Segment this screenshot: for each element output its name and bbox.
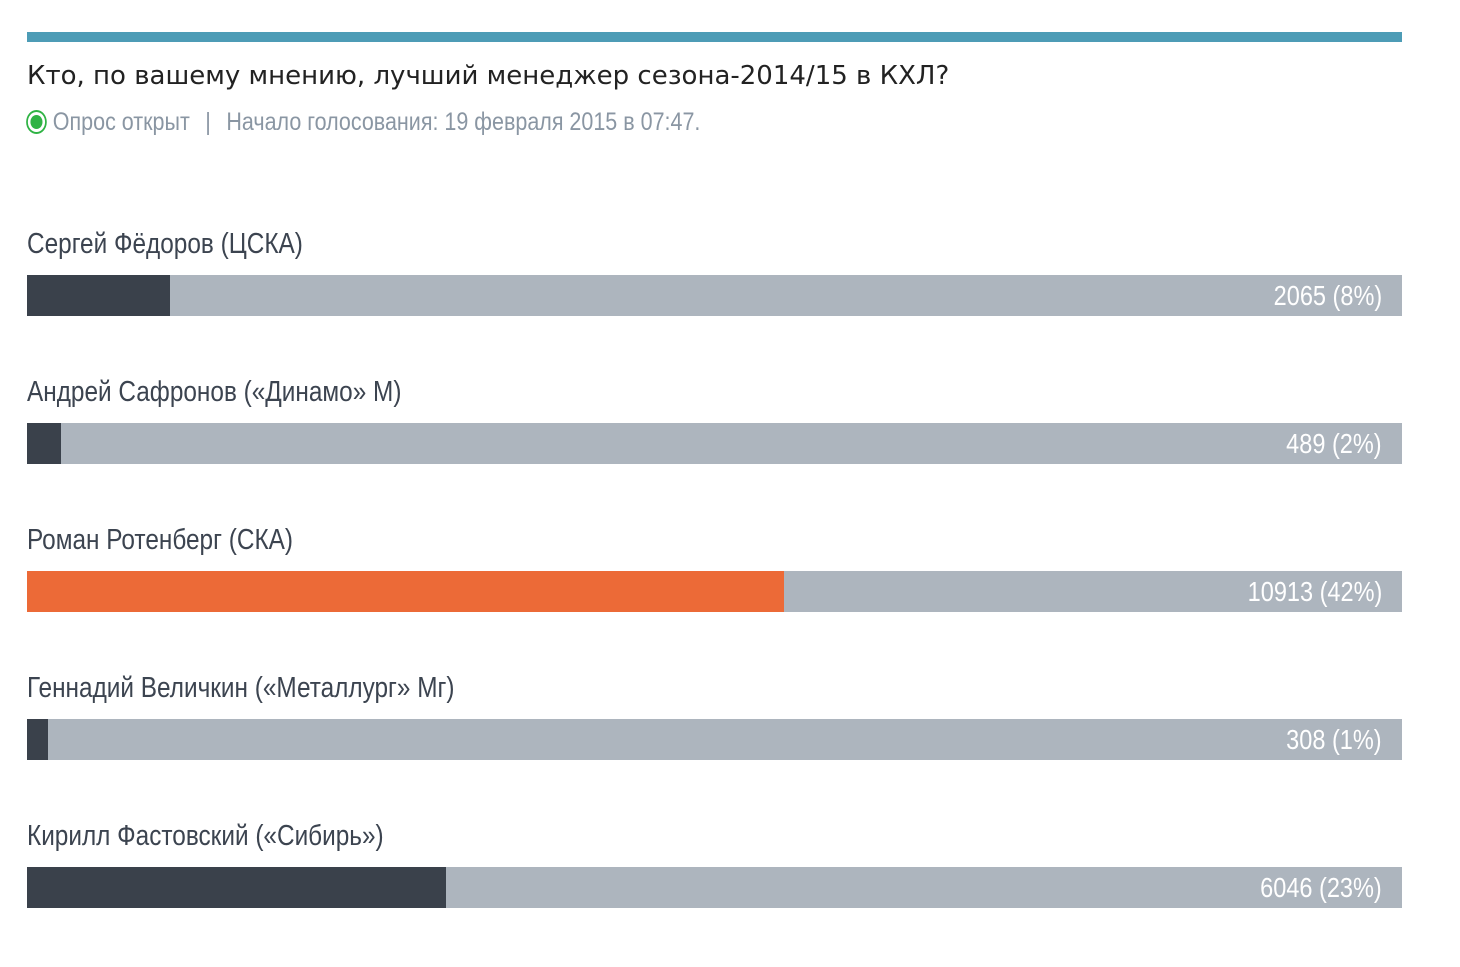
poll-question: Кто, по вашему мнению, лучший менеджер с…	[27, 61, 950, 91]
meta-separator: |	[205, 107, 211, 136]
poll-option[interactable]: Кирилл Фастовский («Сибирь») 6046 (23%)	[27, 819, 1402, 967]
poll-status: Опрос открыт	[52, 107, 190, 136]
result-bar-track: 308 (1%)	[27, 719, 1402, 760]
poll-top-rule	[27, 32, 1402, 42]
option-label: Роман Ротенберг (СКА)	[27, 524, 294, 556]
poll-option[interactable]: Роман Ротенберг (СКА) 10913 (42%)	[27, 523, 1402, 671]
poll-widget: Кто, по вашему мнению, лучший менеджер с…	[27, 32, 1402, 908]
option-label: Кирилл Фастовский («Сибирь»)	[27, 820, 384, 852]
result-bar-track: 10913 (42%)	[27, 571, 1402, 612]
result-bar-fill	[27, 275, 171, 316]
poll-options: Сергей Фёдоров (ЦСКА) 2065 (8%) Андрей С…	[27, 227, 1402, 967]
result-bar-track: 489 (2%)	[27, 423, 1402, 464]
option-label: Андрей Сафронов («Динамо» М)	[27, 376, 402, 408]
option-label: Геннадий Величкин («Металлург» Мг)	[27, 672, 455, 704]
status-open-icon	[30, 115, 43, 129]
result-bar-track: 6046 (23%)	[27, 867, 1402, 908]
poll-option[interactable]: Сергей Фёдоров (ЦСКА) 2065 (8%)	[27, 227, 1402, 375]
option-label: Сергей Фёдоров (ЦСКА)	[27, 228, 303, 260]
result-bar-fill	[27, 719, 49, 760]
poll-meta: Опрос открыт | Начало голосования: 19 фе…	[27, 105, 1210, 139]
poll-option[interactable]: Андрей Сафронов («Динамо» М) 489 (2%)	[27, 375, 1402, 523]
result-bar-fill	[27, 423, 61, 464]
poll-start-date: Начало голосования: 19 февраля 2015 в 07…	[226, 107, 701, 136]
result-value: 2065 (8%)	[1273, 280, 1382, 311]
result-bar-fill	[27, 571, 785, 612]
result-bar-fill	[27, 867, 447, 908]
result-value: 10913 (42%)	[1247, 576, 1382, 607]
result-value: 6046 (23%)	[1260, 872, 1382, 903]
result-value: 489 (2%)	[1286, 428, 1382, 459]
result-bar-track: 2065 (8%)	[27, 275, 1402, 316]
poll-option[interactable]: Геннадий Величкин («Металлург» Мг) 308 (…	[27, 671, 1402, 819]
result-value: 308 (1%)	[1286, 724, 1382, 755]
